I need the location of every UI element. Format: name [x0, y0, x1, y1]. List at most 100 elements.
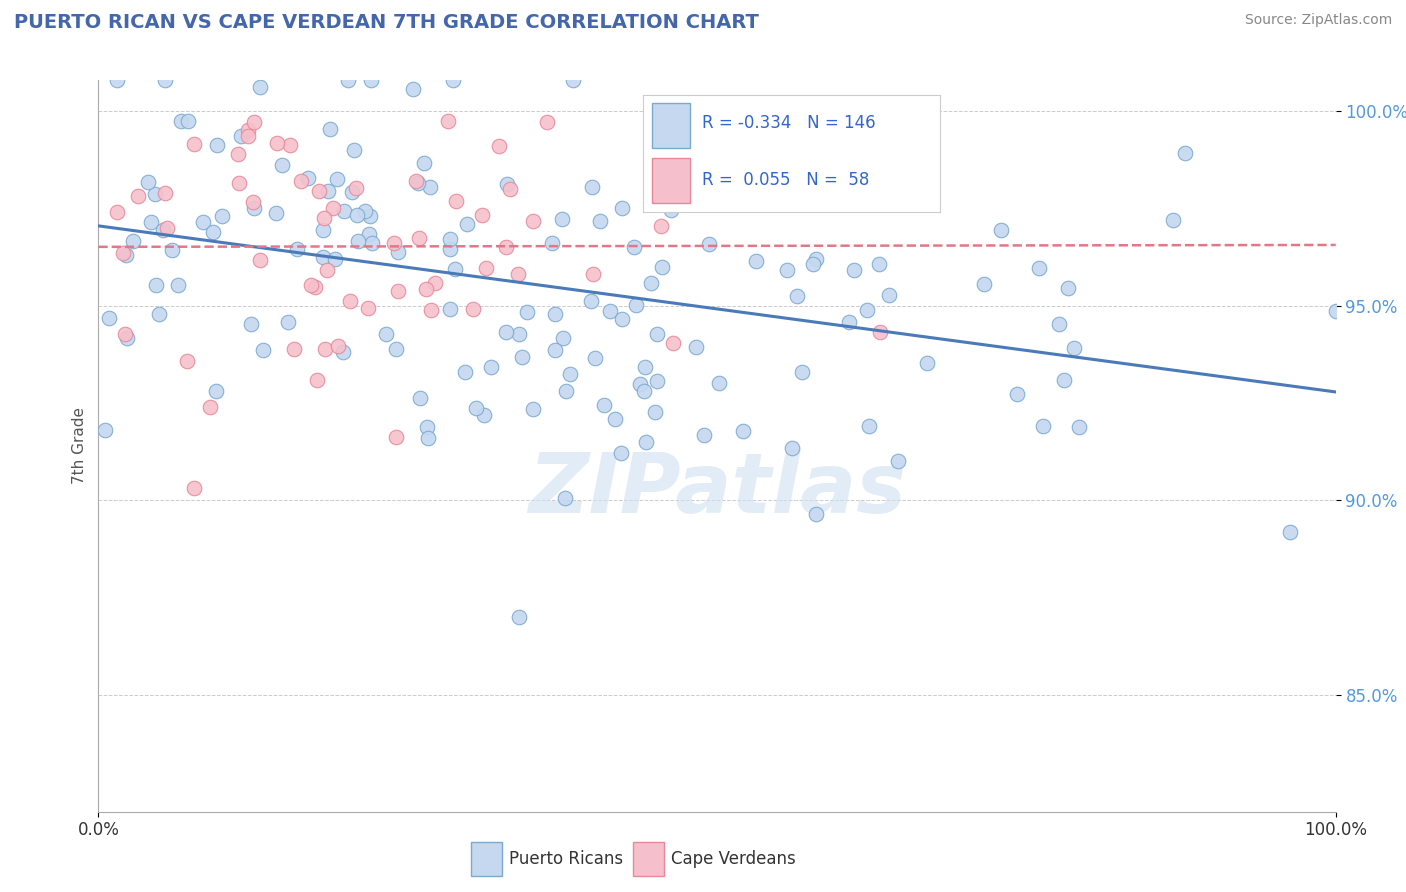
Point [610, 311, 633, 326]
Point [322, 201, 344, 215]
Point [856, 303, 879, 318]
Point [283, 342, 305, 356]
Point [510, 350, 533, 364]
Point [153, 73, 176, 87]
Point [842, 263, 865, 277]
Point [346, 208, 368, 222]
Point [249, 80, 271, 95]
Point [242, 115, 264, 129]
Point [229, 129, 252, 144]
Point [114, 326, 136, 341]
Point [416, 420, 439, 434]
Point [464, 401, 486, 415]
Point [806, 252, 828, 266]
Point [439, 302, 461, 317]
Point [236, 128, 259, 143]
Point [495, 240, 517, 254]
Point [544, 307, 567, 321]
Point [553, 331, 575, 345]
Point [439, 242, 461, 256]
Point [384, 235, 406, 250]
Point [522, 401, 544, 416]
Point [406, 176, 429, 190]
Point [326, 339, 349, 353]
Point [201, 225, 224, 239]
Point [745, 254, 768, 268]
Point [357, 227, 380, 241]
Point [228, 176, 250, 190]
Point [387, 245, 409, 260]
Point [136, 176, 159, 190]
Point [558, 368, 581, 382]
Point [877, 288, 900, 302]
Point [582, 268, 605, 282]
Point [425, 276, 447, 290]
Point [744, 171, 766, 186]
Point [599, 304, 621, 318]
Point [644, 405, 666, 419]
Point [628, 377, 651, 392]
Point [1057, 281, 1080, 295]
Point [198, 401, 221, 415]
Point [332, 345, 354, 359]
Point [886, 454, 908, 468]
Point [105, 73, 128, 87]
Point [640, 277, 662, 291]
Point [536, 115, 558, 129]
Point [780, 441, 803, 455]
Point [645, 374, 668, 388]
Point [858, 419, 880, 434]
Point [360, 235, 382, 250]
Point [409, 391, 432, 405]
Point [114, 248, 136, 262]
Point [786, 289, 808, 303]
Point [444, 194, 467, 208]
Point [191, 215, 214, 229]
Text: ZIPatlas: ZIPatlas [529, 450, 905, 531]
Point [384, 342, 406, 356]
Point [319, 122, 342, 136]
Text: Source: ZipAtlas.com: Source: ZipAtlas.com [1244, 13, 1392, 28]
Point [454, 365, 477, 379]
Point [153, 186, 176, 201]
Point [112, 246, 135, 260]
Point [973, 277, 995, 292]
Point [304, 280, 326, 294]
Point [105, 205, 128, 219]
Point [127, 189, 149, 203]
Point [650, 219, 672, 233]
Point [415, 282, 437, 296]
Point [488, 138, 510, 153]
Point [312, 250, 335, 264]
Point [121, 234, 143, 248]
Point [252, 343, 274, 358]
Point [419, 180, 441, 194]
Point [240, 317, 263, 331]
Point [419, 302, 441, 317]
Point [792, 365, 814, 379]
Point [344, 181, 367, 195]
Point [692, 428, 714, 442]
Point [508, 326, 530, 341]
Point [868, 257, 890, 271]
Point [97, 311, 120, 326]
Point [183, 481, 205, 495]
Point [437, 113, 460, 128]
Text: Cape Verdeans: Cape Verdeans [671, 850, 796, 868]
Point [297, 171, 319, 186]
Point [583, 351, 606, 365]
Point [277, 315, 299, 329]
Point [169, 113, 191, 128]
Point [280, 138, 302, 153]
Point [94, 423, 117, 437]
Point [242, 195, 264, 210]
Point [336, 73, 359, 87]
Point [1067, 420, 1090, 434]
Point [645, 327, 668, 342]
Point [1279, 525, 1302, 540]
Point [776, 263, 799, 277]
Point [481, 360, 503, 375]
Point [359, 209, 381, 223]
Point [461, 301, 484, 316]
Point [339, 294, 361, 309]
